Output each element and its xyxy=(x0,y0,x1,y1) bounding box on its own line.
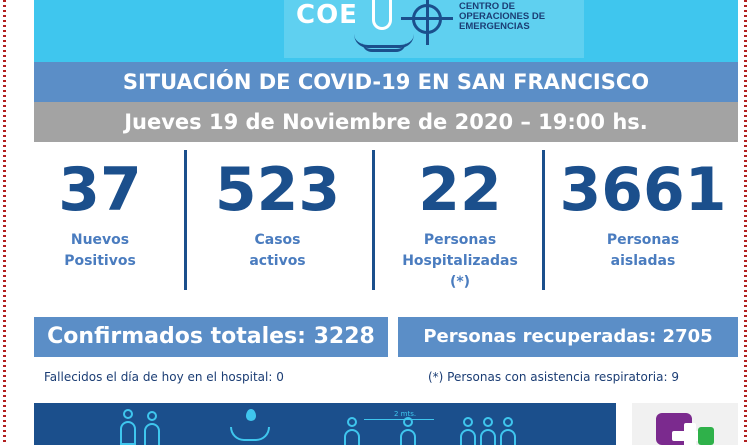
stat-new-positives: 37 Nuevos Positivos xyxy=(40,150,160,272)
coe-full-name: CENTRO DE OPERACIONES DE EMERGENCIAS xyxy=(459,2,584,32)
right-dotted-border xyxy=(744,0,747,445)
virus-network-icon xyxy=(401,0,453,45)
respiratory-note: (*) Personas con asistencia respiratoria… xyxy=(428,370,679,384)
handwash-icon xyxy=(230,409,270,443)
person-icon xyxy=(344,417,360,445)
masked-person-icon xyxy=(120,409,136,445)
stat-label-line-2: aisladas xyxy=(610,253,676,269)
recovered-total-box: Personas recuperadas: 2705 xyxy=(398,317,738,357)
stat-label-line-2: activos xyxy=(249,253,306,269)
recovered-total-text: Personas recuperadas: 2705 xyxy=(423,326,713,347)
person-icon xyxy=(400,417,416,445)
person-icon xyxy=(480,417,496,445)
top-banner: COE CENTRO DE OPERACIONES DE EMERGENCIAS xyxy=(34,0,738,62)
wave-icon-inner xyxy=(362,42,406,52)
page-title: SITUACIÓN DE COVID-19 EN SAN FRANCISCO xyxy=(34,62,738,102)
stat-separator xyxy=(372,150,375,290)
left-dotted-border xyxy=(3,0,6,445)
confirmed-total-box: Confirmados totales: 3228 xyxy=(34,317,388,357)
deaths-note: Fallecidos el día de hoy en el hospital:… xyxy=(44,370,284,384)
head-outline-icon xyxy=(372,0,392,30)
coe-name-line-3: EMERGENCIAS xyxy=(459,21,530,32)
coe-name-line-1: CENTRO DE xyxy=(459,1,515,12)
masked-person-icon xyxy=(144,411,160,445)
green-cross-icon xyxy=(698,427,714,445)
person-icon xyxy=(460,417,476,445)
stat-label-line-1: Personas xyxy=(423,232,497,248)
stat-hospitalized: 22 Personas Hospitalizadas (*) xyxy=(385,150,535,293)
stat-separator xyxy=(184,150,187,290)
stat-value: 3661 xyxy=(559,155,727,225)
coe-wordmark: COE xyxy=(296,0,358,30)
stat-label-line-1: Personas xyxy=(606,232,680,248)
distance-label: 2 mts. xyxy=(394,410,417,418)
white-cross-horizontal xyxy=(672,431,708,441)
coe-name-line-2: OPERACIONES DE xyxy=(459,11,546,22)
stat-label-line-1: Nuevos xyxy=(70,232,130,248)
person-icon xyxy=(500,417,516,445)
stat-value: 523 xyxy=(214,155,341,225)
report-date: Jueves 19 de Noviembre de 2020 – 19:00 h… xyxy=(34,102,738,142)
prevention-banner: 2 mts. xyxy=(34,403,616,445)
stat-label-line-2: Positivos xyxy=(64,253,136,269)
health-cross-logo xyxy=(632,403,738,445)
stat-active-cases: 523 Casos activos xyxy=(195,150,360,272)
distance-line xyxy=(364,419,434,420)
stat-isolated: 3661 Personas aisladas xyxy=(553,150,733,272)
stat-value: 22 xyxy=(418,155,502,225)
stat-value: 37 xyxy=(58,155,142,225)
stat-label-line-3: (*) xyxy=(449,274,471,290)
confirmed-total-value: 3228 xyxy=(313,324,375,349)
confirmed-total-label: Confirmados totales: xyxy=(47,324,314,349)
coe-logo: COE CENTRO DE OPERACIONES DE EMERGENCIAS xyxy=(284,0,584,58)
stat-label-line-1: Casos xyxy=(254,232,301,248)
stat-separator xyxy=(542,150,545,290)
stat-label-line-2: Hospitalizadas xyxy=(402,253,518,269)
